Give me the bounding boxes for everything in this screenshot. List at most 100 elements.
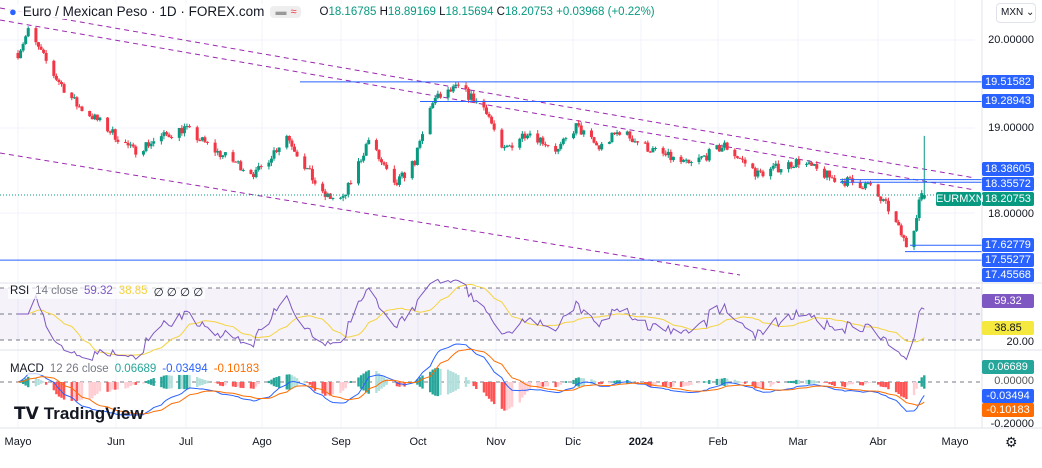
macd-histogram-bar xyxy=(864,382,867,385)
macd-histogram-bar xyxy=(690,382,693,386)
candle-body xyxy=(52,60,56,76)
candle-body xyxy=(715,145,719,150)
macd-histogram-bar xyxy=(597,382,601,384)
candle-body xyxy=(167,134,171,138)
price-tick: 19.00000 xyxy=(988,122,1034,134)
macd-histogram-bar xyxy=(618,380,621,384)
macd-histogram-bar xyxy=(615,380,619,384)
candle-body xyxy=(487,113,491,117)
macd-zero-tick: 0.00000 xyxy=(994,375,1034,387)
candle-body xyxy=(234,161,238,163)
symbol-flag-icon: ● xyxy=(9,4,17,19)
candle-body xyxy=(349,182,353,184)
macd-histogram-bar xyxy=(329,382,332,396)
macd-histogram-bar xyxy=(70,382,73,401)
currency-select[interactable]: MXN ⌄ xyxy=(996,3,1036,23)
macd-histogram-bar xyxy=(249,382,253,389)
price-tick: 20.00000 xyxy=(988,34,1034,46)
macd-histogram-bar xyxy=(539,382,542,387)
candle-body xyxy=(664,153,668,156)
macd-histogram-bar xyxy=(651,382,655,387)
tradingview-logo[interactable]: 𝗧𝗩 TradingView xyxy=(14,404,144,423)
settings-icon[interactable]: ⚙ xyxy=(1005,434,1018,450)
candle-body xyxy=(275,150,279,152)
macd-histogram-bar xyxy=(116,382,120,390)
candle-body xyxy=(252,173,256,178)
candle-body xyxy=(881,199,885,201)
symbol-title[interactable]: Euro / Mexican Peso · 1D · FOREX.com xyxy=(22,4,265,19)
macd-histogram-bar xyxy=(347,382,350,384)
macd-histogram-bar xyxy=(313,382,317,391)
candle-body xyxy=(861,188,865,190)
candle-body xyxy=(863,183,867,189)
rsi-value-tag: 59.32 xyxy=(982,294,1034,308)
candle-body xyxy=(367,140,371,145)
candle-body xyxy=(705,155,709,161)
rsi-line xyxy=(18,278,925,362)
rsi-axis-tick: 20.00 xyxy=(1006,336,1034,348)
candle-body xyxy=(469,93,473,100)
candle-body xyxy=(449,89,453,92)
candle-body xyxy=(723,142,727,148)
candle-body xyxy=(382,162,386,165)
macd-histogram-bar xyxy=(708,380,711,384)
macd-histogram-bar xyxy=(80,382,84,400)
candle-body xyxy=(75,97,79,107)
candle-body xyxy=(231,152,235,162)
macd-histogram-bar xyxy=(702,381,706,383)
candle-body xyxy=(451,86,455,92)
macd-histogram-bar xyxy=(55,382,58,395)
candle-body xyxy=(633,141,637,143)
macd-histogram-bar xyxy=(743,382,747,384)
macd-histogram-bar xyxy=(679,382,683,388)
macd-histogram-bar xyxy=(887,382,890,390)
indicator-toggle[interactable]: ▬ ≈ xyxy=(270,5,302,18)
macd-histogram-bar xyxy=(505,382,509,411)
candle-body xyxy=(420,134,424,141)
time-axis-label: Abr xyxy=(869,436,887,448)
macd-histogram-bar xyxy=(78,382,81,401)
candle-body xyxy=(113,129,117,140)
macd-histogram-bar xyxy=(436,367,440,397)
candle-body xyxy=(241,169,245,171)
macd-histogram-bar xyxy=(725,378,729,386)
candle-body xyxy=(269,158,273,163)
candle-body xyxy=(899,225,903,236)
candle-body xyxy=(467,88,471,100)
candle-body xyxy=(170,137,174,139)
candle-body xyxy=(216,151,220,153)
macd-histogram-bar xyxy=(528,382,532,389)
candle-body xyxy=(200,137,204,141)
candle-body xyxy=(436,93,440,98)
macd-histogram-bar xyxy=(324,382,327,396)
candle-body xyxy=(520,133,524,139)
candle-body xyxy=(195,127,199,141)
macd-histogram-bar xyxy=(490,382,493,402)
macd-histogram-bar xyxy=(920,377,923,387)
candle-body xyxy=(554,145,558,152)
macd-histogram-bar xyxy=(805,379,808,385)
macd-histogram-bar xyxy=(231,382,235,387)
candle-body xyxy=(787,162,791,170)
candle-body xyxy=(305,168,309,170)
candle-body xyxy=(848,177,852,179)
candle-body xyxy=(830,177,834,179)
price-level-tag: 17.55277 xyxy=(982,253,1034,267)
macd-histogram-bar xyxy=(108,382,112,392)
candle-body xyxy=(147,142,151,147)
price-level-tag: 19.51582 xyxy=(982,75,1034,89)
macd-histogram-bar xyxy=(812,380,816,384)
macd-histogram-bar xyxy=(239,382,242,388)
macd-histogram-bar xyxy=(311,382,314,389)
channel-line xyxy=(0,19,976,191)
macd-histogram-bar xyxy=(792,380,795,384)
macd-histogram-bar xyxy=(631,381,634,383)
candle-body xyxy=(661,147,665,154)
candle-body xyxy=(917,199,921,219)
candle-body xyxy=(287,135,291,141)
candle-body xyxy=(24,36,28,44)
candle-body xyxy=(377,149,381,160)
candle-body xyxy=(684,159,688,161)
macd-histogram-bar xyxy=(636,382,639,383)
